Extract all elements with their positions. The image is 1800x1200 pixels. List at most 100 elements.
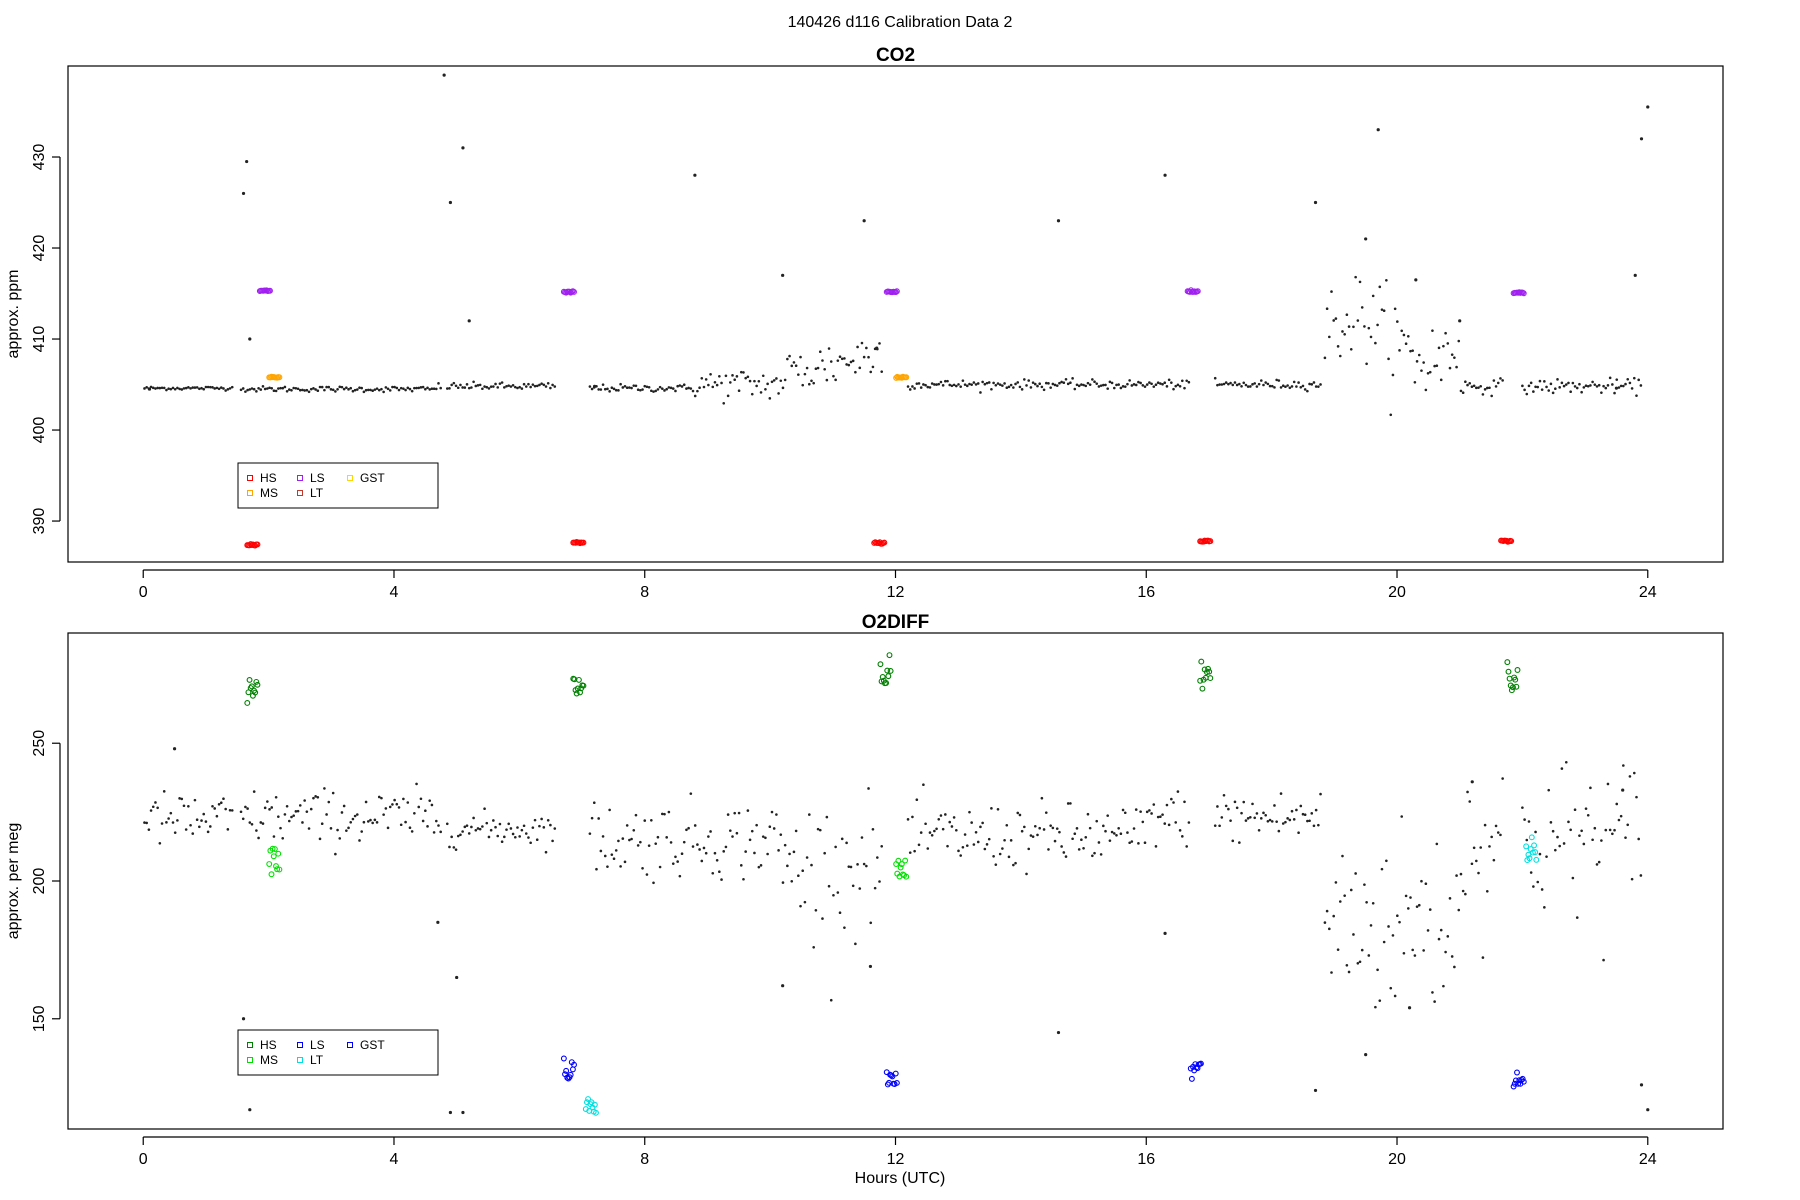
data-point	[149, 809, 153, 812]
data-point	[1244, 819, 1248, 822]
data-point	[990, 807, 993, 810]
data-point	[1099, 384, 1103, 387]
calibration-point-hs	[1512, 676, 1519, 683]
data-point	[314, 795, 317, 798]
data-point	[1268, 818, 1272, 822]
data-point	[465, 383, 469, 386]
data-point	[1018, 813, 1022, 817]
data-point	[1453, 356, 1456, 359]
calibration-point-ls	[571, 1061, 577, 1068]
y-tick-label: 250	[31, 730, 48, 757]
data-point	[156, 806, 159, 810]
data-point	[1102, 824, 1105, 828]
data-point	[277, 387, 280, 390]
data-point	[700, 376, 704, 380]
data-point	[1259, 817, 1263, 820]
data-point	[1220, 383, 1224, 386]
data-point	[1156, 815, 1160, 819]
calibration-point-lt	[591, 1101, 598, 1108]
data-point	[369, 388, 372, 392]
data-point	[1635, 394, 1638, 397]
data-point	[1343, 894, 1346, 897]
calibration-point-hs	[1510, 684, 1516, 691]
data-point	[327, 385, 331, 389]
data-point	[939, 380, 943, 384]
calibration-point-hs	[1199, 685, 1206, 692]
data-point	[770, 380, 774, 384]
data-point	[498, 822, 502, 826]
data-point	[1356, 961, 1360, 965]
data-point	[1279, 386, 1283, 389]
data-point	[1288, 818, 1292, 822]
data-point	[1238, 382, 1241, 386]
data-point	[608, 390, 611, 393]
data-point	[160, 386, 164, 390]
data-point	[588, 832, 592, 835]
data-point	[847, 865, 851, 868]
data-point	[1097, 385, 1101, 388]
data-point	[1459, 872, 1463, 876]
data-point	[799, 355, 802, 359]
data-point	[1571, 876, 1575, 880]
data-point	[1055, 827, 1059, 830]
data-point	[772, 379, 776, 382]
data-point	[189, 387, 192, 390]
data-point	[1639, 384, 1643, 387]
data-point	[1213, 376, 1217, 380]
data-point	[191, 386, 195, 389]
data-point	[641, 388, 644, 391]
calibration-point-ms	[902, 857, 909, 864]
data-point	[1139, 810, 1142, 813]
legend-marker	[247, 490, 253, 496]
data-point	[1299, 385, 1303, 389]
data-point	[1310, 383, 1314, 386]
calibration-point-lt	[1529, 849, 1536, 856]
data-point	[790, 364, 794, 368]
data-point	[1312, 824, 1316, 828]
data-point	[430, 803, 434, 807]
data-point	[779, 379, 783, 383]
data-point	[1328, 927, 1331, 931]
data-point	[968, 810, 971, 814]
data-point	[1328, 335, 1331, 339]
key-point	[1313, 1088, 1318, 1093]
data-point	[1255, 812, 1259, 815]
data-point	[1527, 820, 1531, 823]
data-point	[829, 998, 833, 1002]
data-point	[1139, 381, 1142, 385]
legend-marker	[247, 475, 253, 481]
data-point	[720, 381, 723, 385]
data-point	[840, 837, 844, 841]
data-point	[496, 834, 500, 838]
calibration-point-hs	[1207, 538, 1214, 545]
data-point	[1286, 384, 1289, 387]
data-point	[375, 821, 379, 824]
data-point	[1547, 788, 1551, 792]
data-point	[1062, 381, 1066, 384]
data-point	[1562, 384, 1566, 388]
data-point	[634, 813, 638, 817]
data-point	[1317, 385, 1320, 388]
calibration-point-hs	[1197, 677, 1204, 684]
data-point	[944, 813, 947, 816]
data-point	[957, 383, 960, 386]
data-point	[987, 381, 991, 384]
data-point	[259, 821, 263, 824]
data-point	[1529, 381, 1533, 385]
data-point	[1549, 382, 1553, 386]
y-tick-label: 420	[31, 235, 48, 262]
data-point	[1235, 383, 1239, 387]
data-point	[1301, 384, 1305, 388]
data-point	[851, 884, 855, 888]
data-point	[248, 821, 252, 824]
x-tick-label: 24	[1639, 584, 1657, 601]
data-point	[1027, 379, 1031, 382]
data-point	[1376, 968, 1379, 972]
data-point	[277, 815, 280, 818]
data-point	[1014, 861, 1017, 865]
data-point	[1016, 381, 1020, 384]
data-point	[1137, 842, 1140, 845]
data-point	[676, 384, 679, 388]
data-point	[1417, 903, 1421, 907]
data-point	[1602, 384, 1605, 388]
